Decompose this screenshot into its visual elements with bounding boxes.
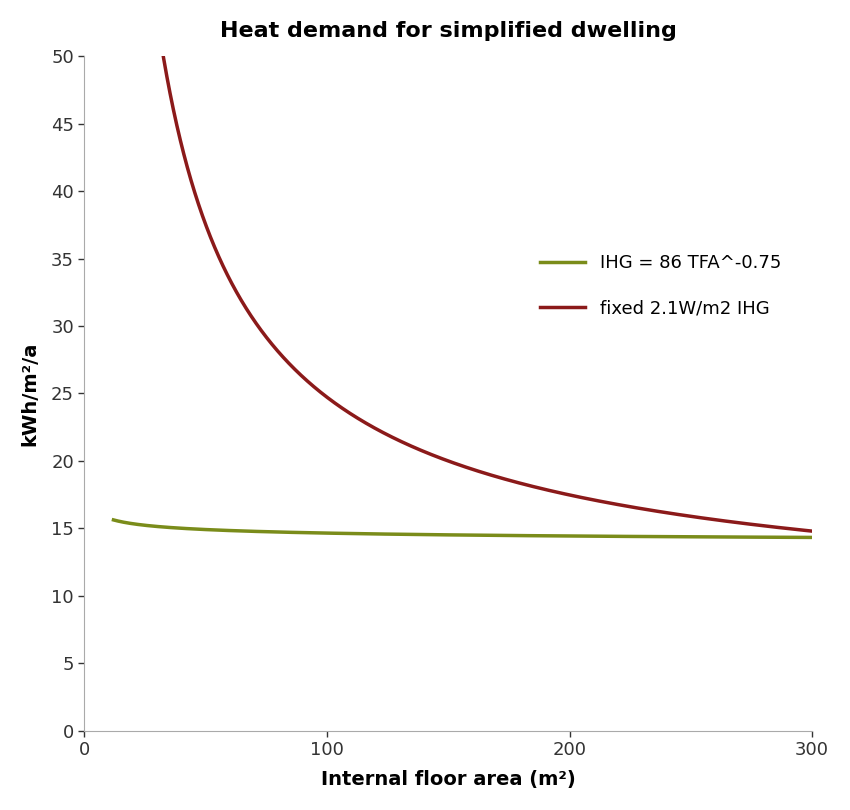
X-axis label: Internal floor area (m²): Internal floor area (m²) (321, 770, 575, 789)
Title: Heat demand for simplified dwelling: Heat demand for simplified dwelling (220, 21, 677, 40)
fixed 2.1W/m2 IHG (718, 516, 728, 526)
Line: IHG = 86 TFA^-0.75: IHG = 86 TFA^-0.75 (113, 520, 812, 537)
Line: fixed 2.1W/m2 IHG: fixed 2.1W/m2 IHG (113, 0, 812, 531)
fixed 2.1W/m2 IHG (807, 526, 817, 536)
IHG = 86 TFA^-0.75 (793, 532, 803, 542)
IHG = 86 TFA^-0.75 (406, 530, 416, 539)
IHG = 86 TFA^-0.75 (108, 515, 118, 525)
IHG = 86 TFA^-0.75 (188, 524, 198, 534)
IHG = 86 TFA^-0.75 (807, 532, 817, 542)
IHG = 86 TFA^-0.75 (230, 526, 240, 535)
fixed 2.1W/m2 IHG (188, 182, 198, 192)
IHG = 86 TFA^-0.75 (377, 529, 387, 539)
Y-axis label: kWh/m²/a: kWh/m²/a (21, 341, 40, 446)
Legend: IHG = 86 TFA^-0.75, fixed 2.1W/m2 IHG: IHG = 86 TFA^-0.75, fixed 2.1W/m2 IHG (541, 254, 781, 318)
fixed 2.1W/m2 IHG (230, 284, 240, 293)
fixed 2.1W/m2 IHG (377, 427, 387, 437)
IHG = 86 TFA^-0.75 (718, 532, 728, 542)
fixed 2.1W/m2 IHG (406, 441, 416, 451)
fixed 2.1W/m2 IHG (793, 525, 803, 535)
